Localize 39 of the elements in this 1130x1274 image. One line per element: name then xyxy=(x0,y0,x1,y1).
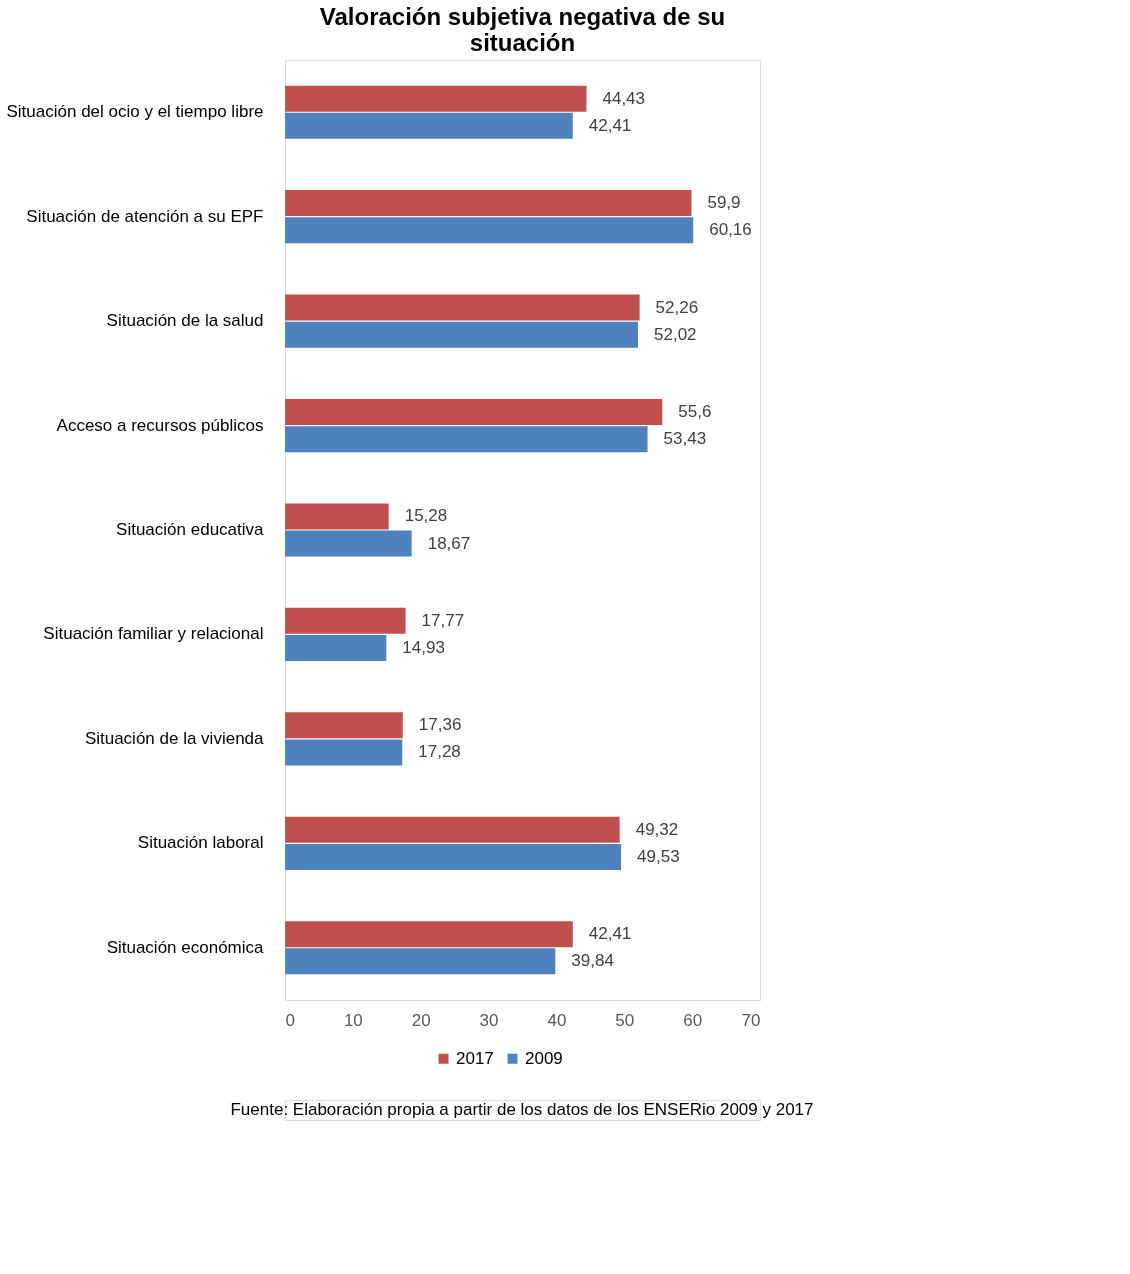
x-tick-label: 10 xyxy=(343,1010,363,1030)
x-tick-label: 60 xyxy=(683,1010,703,1030)
data-label: 60,16 xyxy=(709,220,752,240)
data-label: 49,32 xyxy=(635,819,679,839)
y-tick-label: Situación económica xyxy=(106,937,265,957)
x-tick-label: 0 xyxy=(285,1010,295,1030)
x-tick-label: 50 xyxy=(615,1010,635,1030)
y-tick-label: Acceso a recursos públicos xyxy=(56,415,264,435)
data-label: 17,77 xyxy=(421,610,465,630)
data-label: 42,41 xyxy=(588,115,632,135)
chart-title: Valoración subjetiva negativa de su situación xyxy=(319,3,726,56)
data-label: 42,41 xyxy=(588,924,632,944)
x-tick-label: 30 xyxy=(479,1010,499,1030)
data-label: 49,53 xyxy=(637,846,680,866)
x-tick-label: 70 xyxy=(741,1010,761,1030)
data-label: 59,9 xyxy=(707,193,741,213)
data-label: 44,43 xyxy=(602,88,646,108)
y-tick-label: Situación de la salud xyxy=(106,311,264,331)
data-label: 17,28 xyxy=(418,742,461,762)
data-label: 53,43 xyxy=(663,429,707,449)
data-label: 52,26 xyxy=(655,297,699,317)
data-label: 17,36 xyxy=(418,715,462,735)
y-tick-label: Situación laboral xyxy=(137,833,264,853)
data-label: 15,28 xyxy=(404,506,448,526)
y-tick-label: Situación de atención a su EPF xyxy=(26,206,264,226)
y-tick-label: Situación educativa xyxy=(116,520,265,539)
legend-label: 2009 xyxy=(525,1048,563,1068)
source-note: Fuente: Elaboración propia a partir de los datos de los ENSERio 2009 y 2017 xyxy=(230,1100,814,1119)
data-label: 55,6 xyxy=(678,401,712,421)
y-tick-label: Situación de la vivienda xyxy=(84,728,265,748)
data-label: 39,84 xyxy=(571,951,614,971)
y-tick-label: Situación familiar y relacional xyxy=(43,624,264,644)
data-label: 14,93 xyxy=(402,638,445,658)
data-label: 52,02 xyxy=(653,324,697,344)
x-tick-label: 40 xyxy=(547,1010,567,1030)
y-tick-label: Situación del ocio y el tiempo libre xyxy=(6,102,264,122)
legend-label: 2017 xyxy=(456,1048,494,1068)
data-label: 18,67 xyxy=(427,533,471,553)
x-tick-label: 20 xyxy=(411,1010,431,1030)
